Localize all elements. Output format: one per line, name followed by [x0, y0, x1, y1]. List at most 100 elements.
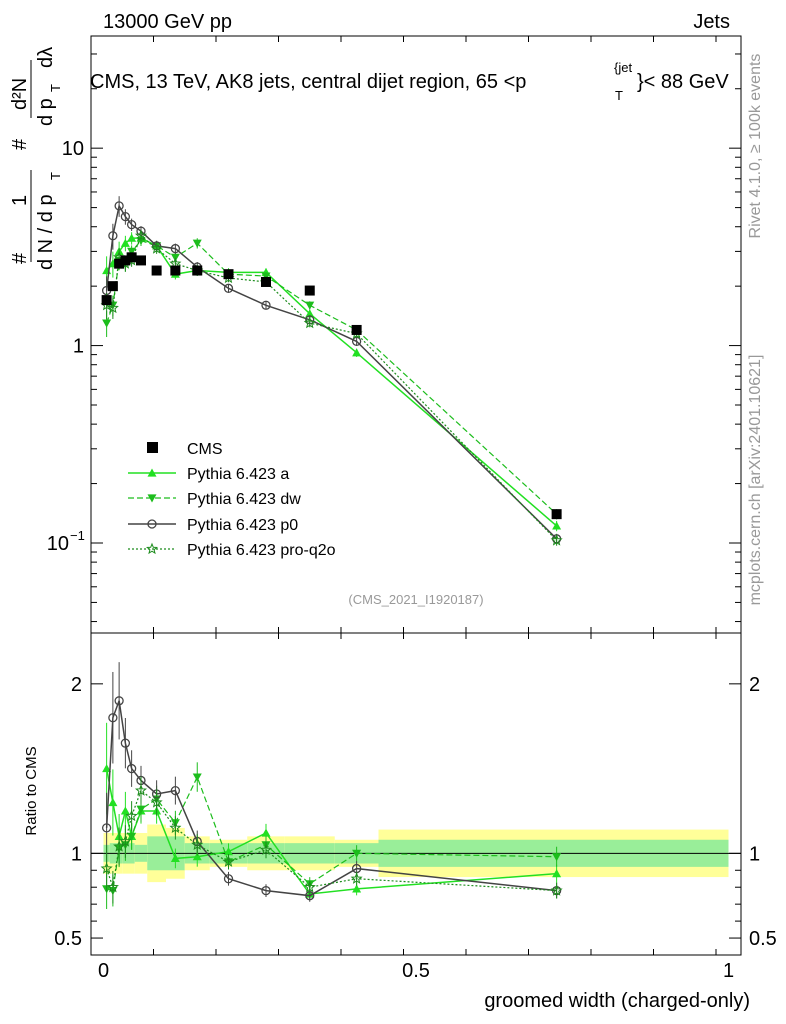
- x-tick-label: 1: [723, 960, 734, 982]
- main-ylabel: # 1 d N / d p T # d²N d p T dλ: [9, 47, 63, 270]
- legend-marker-glyph: [147, 519, 157, 529]
- ylabel-hash1: #: [9, 252, 31, 264]
- legend-entry-cms: CMS: [147, 441, 223, 458]
- x-axis-label: groomed width (charged-only): [484, 990, 750, 1012]
- series-point: [127, 247, 137, 256]
- ratio-point: [106, 880, 119, 893]
- ratio-point: [303, 880, 316, 893]
- ratio-point: [125, 809, 138, 822]
- ratio-point: [352, 849, 362, 858]
- ylabel-t2: T: [48, 84, 63, 92]
- series-point: [305, 301, 315, 310]
- ratio-ytick-label-right: 0.5: [749, 928, 777, 950]
- ratio-series-line: [106, 789, 557, 892]
- series-point: [102, 319, 112, 328]
- series-point: [303, 316, 316, 329]
- series-point: [352, 348, 362, 357]
- ratio-panel: 0 0.5 1 0.5 0.5 1 1 2 2: [54, 632, 777, 982]
- ratio-series-line: [105, 700, 557, 897]
- ratio-series-line: [105, 768, 557, 895]
- title-main: CMS, 13 TeV, AK8 jets, central dijet reg…: [90, 71, 526, 93]
- legend-marker-glyph: [145, 542, 159, 555]
- title-end: }< 88 GeV: [637, 71, 729, 93]
- cms-point: [170, 265, 181, 276]
- series-line: [106, 234, 558, 541]
- ratio-point: [108, 713, 118, 723]
- rivet-label: Rivet 4.1.0, ≥ 100k events: [747, 54, 764, 239]
- cms-point: [192, 265, 203, 276]
- series-point: [127, 233, 137, 242]
- cms-point: [126, 252, 137, 263]
- series-line: [105, 203, 558, 540]
- ratio-ytick-label-right: 1: [749, 843, 760, 865]
- legend-cms-label: CMS: [187, 441, 223, 458]
- ylabel-dndpt: d N / d p: [35, 194, 57, 270]
- legend-entry-dw: Pythia 6.423 dw: [128, 491, 301, 508]
- legend-entry-p0: Pythia 6.423 p0: [128, 517, 298, 534]
- ratio-point: [224, 847, 233, 856]
- legend-p0-marker: [147, 519, 157, 529]
- ylabel-dpt: d p: [35, 98, 57, 126]
- legend-entry-proq2o: Pythia 6.423 pro-q2o: [128, 542, 336, 559]
- ratio-series-3: [100, 776, 563, 904]
- ratio-point: [222, 855, 235, 867]
- ratio-ytick-label: 2: [71, 674, 82, 696]
- ratio-point: [223, 874, 234, 884]
- cms-point: [551, 509, 562, 520]
- legend-marker-glyph: [147, 494, 157, 503]
- ratio-ylabel: Ratio to CMS: [23, 746, 40, 835]
- ratio-point: [170, 785, 181, 796]
- ylabel-hash2: #: [9, 138, 31, 150]
- legend-cms-marker: [147, 442, 158, 453]
- ratio-point: [114, 696, 124, 706]
- ratio-point: [120, 806, 130, 815]
- series-point: [261, 300, 271, 310]
- ratio-point: [126, 763, 137, 774]
- series-point: [120, 238, 130, 247]
- ratio-point: [552, 869, 562, 878]
- ratio-frame: [90, 632, 742, 956]
- main-ytick-label: 1: [73, 336, 84, 358]
- cms-point: [120, 255, 131, 266]
- ratio-point: [169, 821, 182, 834]
- x-tick-label: 0.5: [402, 960, 430, 982]
- ylabel-d2n: d²N: [9, 78, 31, 110]
- ratio-point: [259, 843, 273, 856]
- ratio-point: [100, 862, 113, 874]
- legend-dw-marker: [147, 494, 157, 503]
- series-point: [150, 242, 163, 254]
- ratio-point: [101, 823, 112, 833]
- ratio-point: [134, 784, 148, 796]
- series-point: [134, 229, 148, 241]
- legend-a-marker: [147, 468, 157, 477]
- plot-title: CMS, 13 TeV, AK8 jets, central dijet reg…: [90, 60, 729, 103]
- legend-marker-glyph: [147, 468, 157, 477]
- ratio-point: [170, 853, 180, 862]
- main-ytick-label: 10: [62, 138, 84, 160]
- legend-dw-label: Pythia 6.423 dw: [187, 491, 301, 508]
- ratio-point: [108, 797, 118, 807]
- header-left: 13000 GeV pp: [103, 11, 232, 33]
- ratio-point: [261, 828, 271, 837]
- ratio-ytick-label: 0.5: [54, 928, 82, 950]
- cms-point: [351, 324, 362, 335]
- cms-point: [151, 265, 162, 276]
- cms-point: [223, 269, 234, 280]
- mcplots-label: mcplots.cern.ch [arXiv:2401.10621]: [747, 355, 764, 606]
- cms-point: [304, 285, 315, 296]
- ratio-ytick-label: 1: [71, 843, 82, 865]
- title-sup: {jet: [614, 60, 632, 75]
- legend-a-label: Pythia 6.423 a: [187, 466, 289, 483]
- cms-point: [261, 276, 271, 287]
- cms-data: [101, 252, 562, 520]
- series-point: [552, 521, 562, 530]
- title-sub: T: [615, 88, 623, 103]
- series-point: [120, 211, 131, 222]
- series-point: [126, 219, 137, 230]
- legend-proq2o-marker: [145, 542, 159, 555]
- ratio-point: [352, 884, 362, 893]
- legend-p0-label: Pythia 6.423 p0: [187, 517, 298, 534]
- ratio-point: [191, 838, 204, 850]
